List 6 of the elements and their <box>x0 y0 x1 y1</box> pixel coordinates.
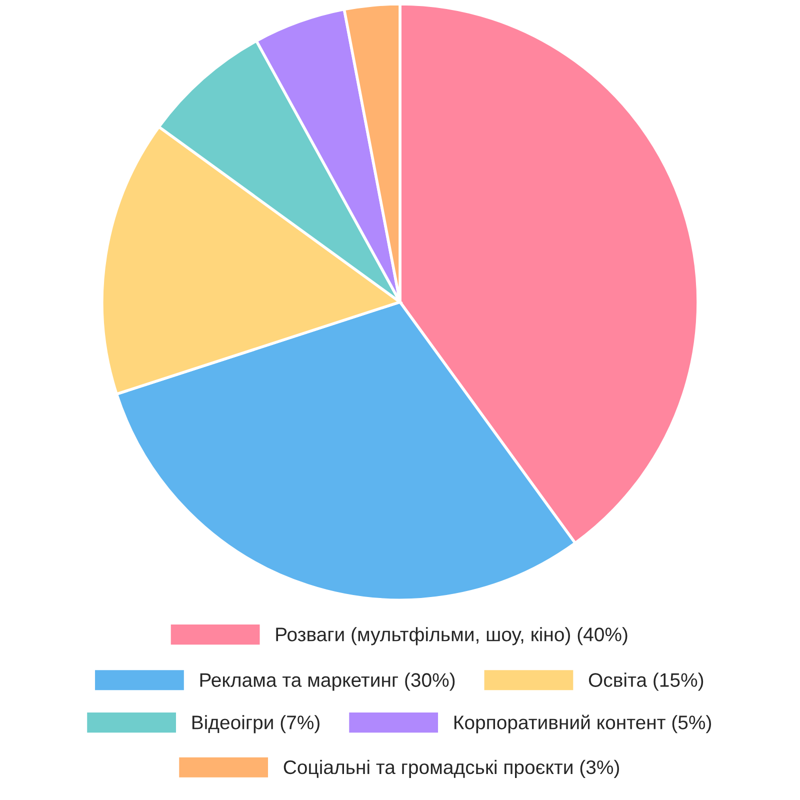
legend-label: Розваги (мультфільми, шоу, кіно) (40%) <box>276 627 628 646</box>
legend-label: Корпоративний контент (5%) <box>454 714 712 734</box>
legend-label: Освіта (15%) <box>588 672 704 691</box>
legend-label: Відеоігри (7%) <box>192 715 320 734</box>
legend-label: Соціальні та громадські проєкти (3%) <box>284 760 619 778</box>
legend-label: Реклама та маркетинг (30%) <box>200 672 455 691</box>
